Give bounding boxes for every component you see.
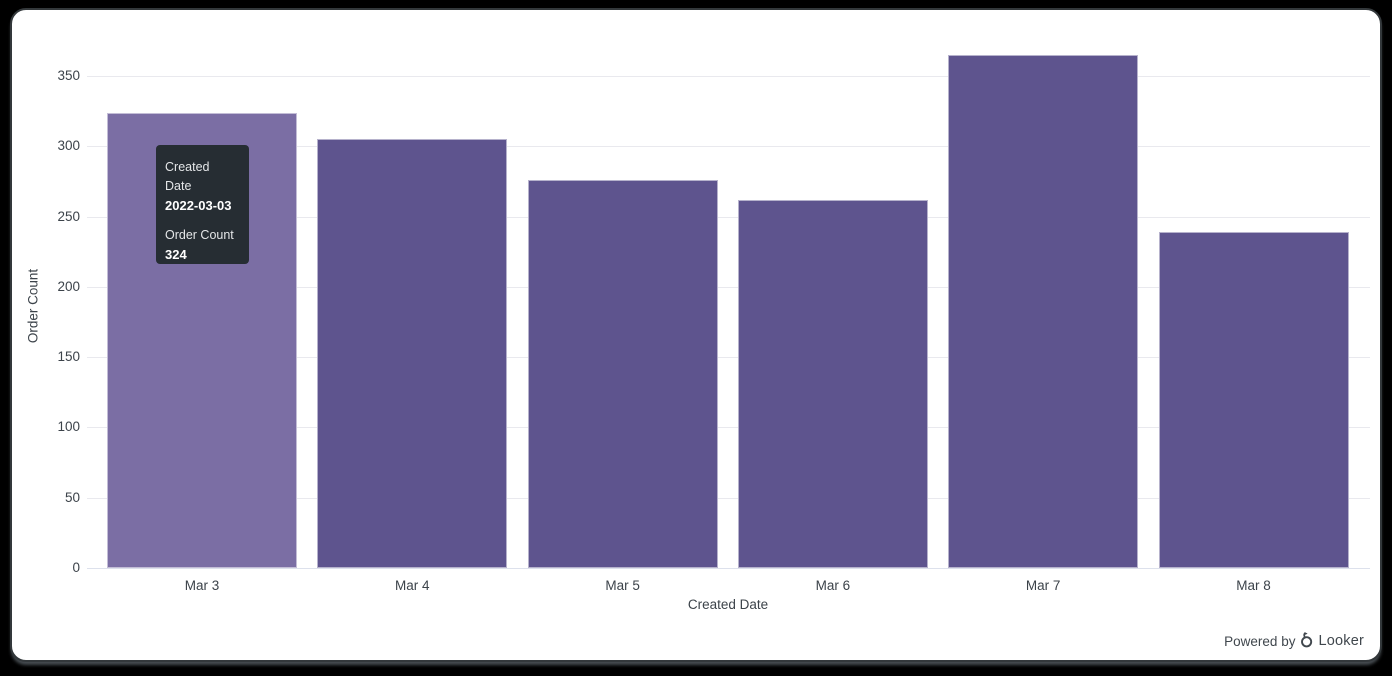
tooltip-measure-label: Order Count: [165, 228, 234, 242]
y-axis-tick-label: 250: [57, 208, 80, 224]
powered-by-text: Powered by: [1224, 633, 1296, 649]
bar-mar-5[interactable]: [527, 180, 718, 568]
y-axis-tick-label: 0: [72, 560, 80, 575]
y-axis-tick-label: 350: [57, 68, 80, 83]
bar-mar-6[interactable]: [737, 199, 928, 568]
gridline: [87, 286, 1370, 288]
tooltip-spacer: [165, 215, 239, 226]
x-axis-tick-label: Mar 4: [395, 578, 430, 593]
x-axis-tick-label: Mar 3: [184, 578, 220, 593]
y-axis-tick-label: 50: [64, 489, 80, 505]
powered-by-looker[interactable]: Powered by Looker: [1224, 631, 1364, 651]
gridline: [87, 146, 1370, 148]
y-axis-tick-label: 300: [57, 138, 80, 154]
x-axis-tick-label: Mar 7: [1025, 578, 1061, 593]
gridline: [87, 427, 1370, 429]
gridline: [87, 497, 1370, 499]
tooltip-measure-value: 324: [165, 247, 187, 262]
gridline: [87, 76, 1370, 77]
x-axis-tick-label: Mar 8: [1236, 578, 1271, 593]
y-axis-title: Order Count: [25, 268, 41, 344]
y-axis-tick-label: 200: [57, 278, 80, 294]
x-axis-title: Created Date: [687, 597, 769, 612]
x-axis-tick-label: Mar 5: [605, 578, 640, 593]
tooltip: Created Date 2022-03-03 Order Count 324: [156, 145, 249, 264]
gridline: [87, 216, 1370, 218]
chart-card: 0 50 100 150 200 250 300 350 Mar 3 Mar 4 Mar 5 Mar …: [10, 8, 1382, 662]
y-axis-tick-label: 100: [57, 419, 80, 435]
bar-mar-8[interactable]: [1158, 232, 1349, 568]
bar-mar-7[interactable]: [948, 54, 1139, 568]
looker-logo-icon: [1300, 632, 1313, 651]
x-axis-tick-label: Mar 6: [815, 578, 851, 593]
bar-mar-4[interactable]: [317, 139, 508, 568]
x-axis-line: [87, 568, 1370, 569]
bar-chart-plot-area: 0 50 100 150 200 250 300 350 Mar 3 Mar 4 Mar 5 Mar …: [12, 10, 1380, 660]
gridline: [87, 357, 1370, 359]
y-axis-tick-label: 150: [57, 349, 80, 365]
looker-brand-text: Looker: [1318, 633, 1364, 649]
tooltip-dimension-value: 2022-03-03: [165, 198, 232, 213]
tooltip-dimension-label: Created Date: [165, 160, 210, 193]
